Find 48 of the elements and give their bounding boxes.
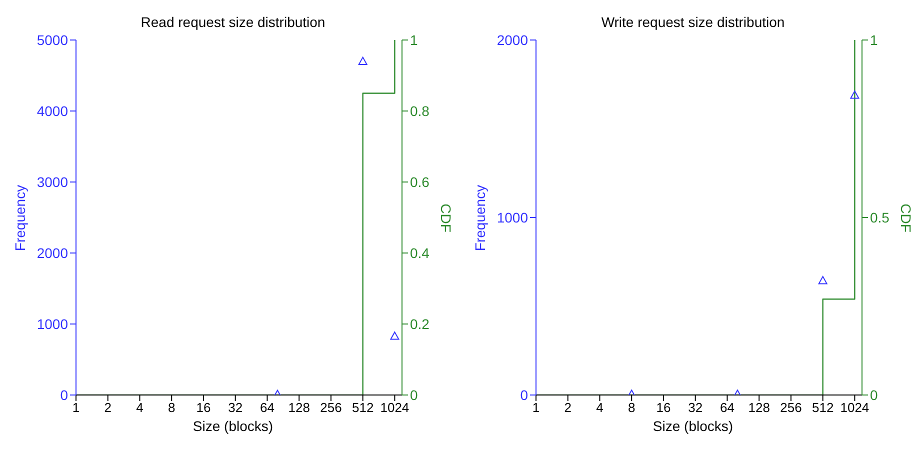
y2-tick-label: 0 xyxy=(870,386,878,403)
x-tick-label: 512 xyxy=(352,400,374,416)
x-tick-label: 1024 xyxy=(380,400,410,416)
x-tick-label: 32 xyxy=(688,400,703,416)
chart-title: Read request size distribution xyxy=(140,14,326,30)
y2-tick-label: 1 xyxy=(410,32,418,48)
y-tick-label: 1000 xyxy=(496,209,528,226)
x-tick-label: 4 xyxy=(596,400,604,416)
x-tick-label: 128 xyxy=(748,400,770,416)
x-tick-label: 256 xyxy=(320,400,342,416)
y-tick-label: 3000 xyxy=(36,174,68,190)
y2-tick-label: 0 xyxy=(410,386,418,403)
x-tick-label: 256 xyxy=(780,400,802,416)
chart-title: Write request size distribution xyxy=(600,14,786,30)
x-tick-label: 16 xyxy=(196,400,211,416)
x-tick-label: 8 xyxy=(168,400,176,416)
x-axis-title: Size (blocks) xyxy=(652,418,734,434)
x-tick-label: 512 xyxy=(812,400,834,416)
y-axis-title: Frequency xyxy=(12,184,28,252)
y2-tick-label: 0.4 xyxy=(410,244,430,261)
x-axis-title: Size (blocks) xyxy=(192,418,274,434)
y2-axis-title: CDF xyxy=(438,204,454,232)
y-tick-label: 4000 xyxy=(36,102,68,119)
x-tick-label: 16 xyxy=(656,400,671,416)
y-tick-label: 2000 xyxy=(496,32,528,48)
x-tick-label: 2 xyxy=(564,400,572,416)
y2-tick-label: 0.5 xyxy=(870,209,890,226)
y2-tick-label: 0.2 xyxy=(410,316,430,332)
y-axis-title: Frequency xyxy=(472,184,488,252)
x-tick-label: 1024 xyxy=(840,400,870,416)
y2-tick-label: 0.6 xyxy=(410,174,430,190)
y-tick-label: 0 xyxy=(520,386,528,403)
y2-tick-label: 0.8 xyxy=(410,102,430,119)
x-tick-label: 1 xyxy=(532,400,540,416)
x-tick-label: 64 xyxy=(720,400,734,416)
x-tick-label: 2 xyxy=(104,400,112,416)
y-tick-label: 1000 xyxy=(36,316,68,332)
x-tick-label: 32 xyxy=(228,400,243,416)
x-tick-label: 4 xyxy=(136,400,144,416)
y2-tick-label: 1 xyxy=(870,32,878,48)
y-tick-label: 2000 xyxy=(36,244,68,261)
y2-axis-title: CDF xyxy=(898,204,914,232)
x-tick-label: 64 xyxy=(260,400,274,416)
x-tick-label: 128 xyxy=(288,400,310,416)
x-tick-label: 8 xyxy=(628,400,636,416)
y-tick-label: 0 xyxy=(60,386,68,403)
x-tick-label: 1 xyxy=(72,400,80,416)
y-tick-label: 5000 xyxy=(36,32,68,48)
